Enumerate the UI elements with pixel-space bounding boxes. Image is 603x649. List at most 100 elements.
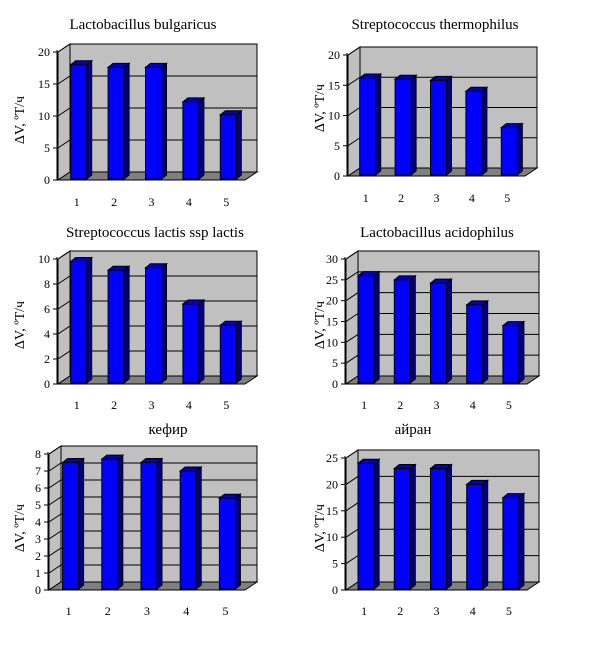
chart-title: Lactobacillus bulgaricus: [69, 17, 216, 33]
gridline: [57, 275, 257, 285]
bar: [218, 320, 243, 385]
bar: [69, 256, 94, 385]
bar-side: [235, 109, 242, 181]
chart-title: кефир: [148, 422, 187, 438]
bar: [106, 265, 131, 385]
plot-side-wall: [345, 449, 359, 591]
x-tick-label: 3: [149, 195, 155, 209]
bar-front: [219, 114, 237, 180]
bar-front: [70, 261, 88, 384]
bar-front: [140, 462, 158, 590]
gridline: [48, 445, 257, 455]
y-tick-label: 10: [326, 335, 338, 349]
y-tick-label: 20: [326, 294, 338, 308]
y-tick-label: 25: [326, 273, 338, 287]
bar-front: [62, 462, 80, 590]
bar: [429, 75, 453, 177]
bar: [499, 122, 524, 177]
bar-side: [161, 62, 167, 181]
x-tick-label: 4: [186, 195, 192, 209]
bar-side: [123, 265, 130, 385]
x-tick-label: 5: [222, 604, 228, 618]
bar: [392, 463, 417, 591]
bar-front: [145, 267, 162, 384]
chart-svg: айран ΔV, ºT/ч 0 5 10 15 20 25 1 2 3 4 5: [313, 422, 541, 618]
bar: [358, 72, 383, 177]
bar: [144, 62, 168, 181]
x-tick-label: 3: [434, 191, 440, 205]
y-tick-label: 0: [44, 173, 50, 187]
bar-front: [182, 303, 200, 384]
y-tick-label: 0: [35, 583, 41, 597]
bar: [100, 454, 125, 591]
bar: [69, 59, 94, 181]
bar-front: [70, 64, 88, 180]
chart-lactobacillus-acidophilus: Lactobacillus acidophilus ΔV, ºT/ч 0 5 10 15 2…: [300, 215, 603, 415]
chart-title: Lactobacillus acidophilus: [360, 225, 514, 241]
chart-streptococcus-thermophilus: Streptococcus thermophilus ΔV, ºT/ч 0 5 10 15…: [300, 0, 603, 210]
y-tick-label: 8: [44, 277, 50, 291]
y-axis-label: ΔV, ºT/ч: [13, 96, 28, 144]
y-tick-label: 20: [326, 477, 338, 491]
bar: [181, 96, 206, 181]
y-tick-label: 5: [332, 356, 338, 370]
gridline: [347, 46, 537, 56]
y-tick-label: 8: [35, 447, 41, 461]
chart-airan: айран ΔV, ºT/ч 0 5 10 15 20 25 1 2 3 4 5: [300, 418, 603, 644]
y-tick-label: 0: [334, 169, 340, 183]
x-tick-label: 3: [434, 398, 440, 412]
bar-front: [101, 458, 119, 590]
y-tick-label: 20: [38, 45, 50, 59]
bar-side: [446, 75, 452, 177]
bar-side: [195, 465, 202, 591]
y-axis-label: ΔV, ºT/ч: [13, 504, 28, 552]
y-tick-label: 2: [35, 549, 41, 563]
chart-title: айран: [395, 422, 432, 438]
bar-front: [430, 79, 447, 176]
bar: [106, 62, 131, 181]
bar: [501, 492, 526, 591]
y-tick-label: 7: [35, 464, 41, 478]
bar-front: [502, 497, 520, 590]
bar-side: [409, 274, 416, 385]
y-tick-label: 3: [35, 532, 41, 546]
bar-front: [430, 282, 447, 384]
bar: [181, 298, 206, 385]
bar-side: [518, 492, 525, 591]
bar: [465, 299, 490, 385]
bar-side: [518, 320, 525, 385]
y-tick-label: 10: [326, 530, 338, 544]
bar-side: [234, 493, 241, 591]
bar: [139, 457, 164, 591]
bar-front: [359, 77, 377, 176]
y-tick-label: 5: [334, 139, 340, 153]
gridline: [57, 75, 257, 85]
bar-front: [393, 468, 411, 590]
x-tick-label: 4: [183, 604, 189, 618]
x-tick-label: 2: [397, 604, 403, 618]
bar-front: [107, 66, 125, 180]
gridline: [345, 271, 539, 281]
y-tick-label: 0: [44, 377, 50, 391]
bar-side: [409, 463, 416, 591]
bar: [465, 479, 490, 591]
bar-front: [107, 269, 125, 384]
x-tick-label: 5: [223, 195, 229, 209]
bar-side: [446, 278, 452, 385]
chart-svg: Streptococcus lactis ssp lactis ΔV, ºT/ч 0…: [13, 225, 259, 412]
gridline: [48, 462, 257, 472]
y-tick-label: 15: [326, 504, 338, 518]
bar-front: [465, 90, 483, 176]
x-tick-label: 3: [434, 604, 440, 618]
bar: [393, 74, 418, 177]
y-tick-label: 10: [38, 252, 50, 266]
y-tick-label: 6: [44, 302, 50, 316]
bar-front: [466, 304, 484, 384]
chart-title: Streptococcus lactis ssp lactis: [66, 225, 244, 241]
bar-side: [86, 59, 93, 181]
bar-side: [78, 457, 85, 591]
y-tick-label: 0: [332, 583, 338, 597]
x-tick-label: 3: [144, 604, 150, 618]
y-tick-label: 0: [332, 377, 338, 391]
